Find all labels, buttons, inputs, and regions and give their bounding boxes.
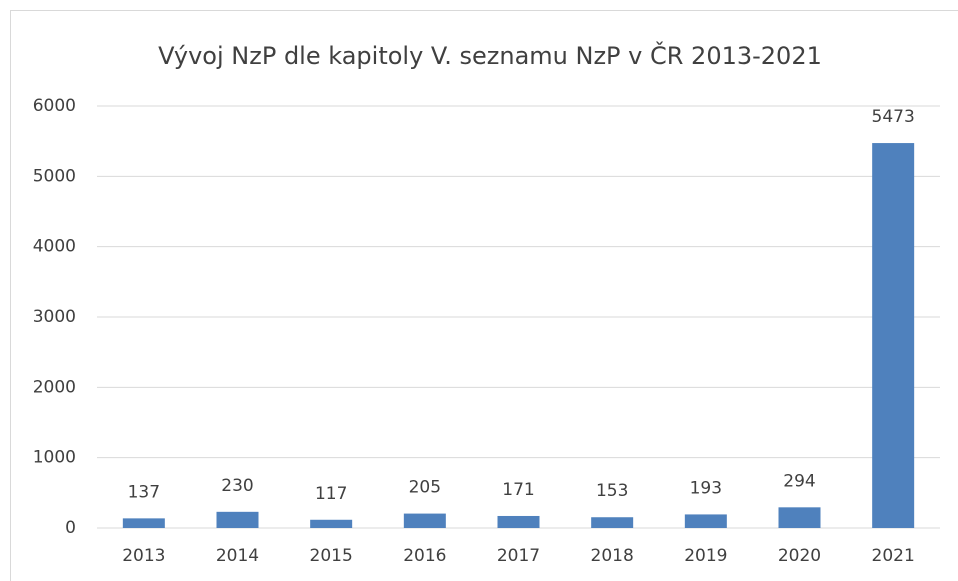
data-label: 5473 (872, 107, 915, 127)
y-tick-label: 1000 (33, 448, 76, 468)
y-tick-label: 6000 (33, 96, 76, 116)
y-tick-label: 5000 (33, 166, 76, 186)
bar (216, 511, 259, 528)
data-label: 230 (221, 476, 253, 496)
data-label: 193 (690, 478, 722, 498)
data-label: 137 (128, 482, 160, 502)
x-tick-label: 2014 (216, 546, 259, 566)
x-tick-label: 2021 (872, 546, 915, 566)
x-tick-label: 2016 (403, 546, 446, 566)
x-tick-label: 2015 (310, 546, 353, 566)
data-label: 171 (502, 480, 534, 500)
y-tick-label: 4000 (33, 237, 76, 257)
x-tick-label: 2017 (497, 546, 540, 566)
data-label: 153 (596, 481, 628, 501)
bar (591, 517, 634, 528)
data-label: 294 (783, 471, 815, 491)
bar (122, 518, 165, 528)
chart-title: Vývoj NzP dle kapitoly V. seznamu NzP v … (158, 40, 822, 70)
y-tick-label: 0 (65, 518, 76, 538)
y-tick-label: 3000 (33, 307, 76, 327)
bar (872, 143, 915, 528)
y-tick-label: 2000 (33, 377, 76, 397)
bar (310, 519, 353, 528)
x-tick-label: 2013 (122, 546, 165, 566)
bar (497, 515, 540, 528)
x-tick-label: 2018 (591, 546, 634, 566)
data-label: 205 (409, 478, 441, 498)
bar (684, 514, 727, 528)
bar (778, 507, 821, 528)
data-label: 117 (315, 484, 347, 504)
x-tick-label: 2019 (684, 546, 727, 566)
bar (403, 513, 446, 528)
x-tick-label: 2020 (778, 546, 821, 566)
